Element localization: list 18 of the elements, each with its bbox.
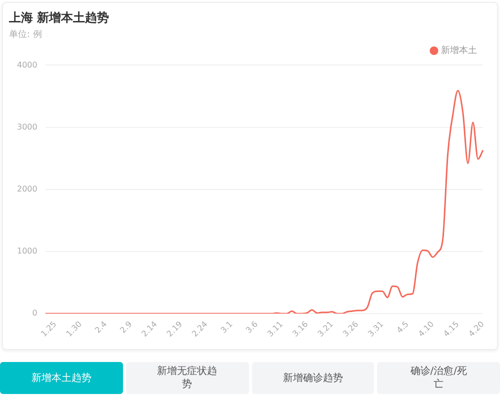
x-tick-label: 3.1 — [219, 320, 234, 335]
line-series — [44, 90, 484, 314]
text: 确诊/治愈/死亡 — [409, 365, 468, 391]
x-tick-label: 4.5 — [395, 320, 410, 335]
x-tick-label: 2.9 — [118, 320, 134, 335]
text: 新增确诊趋势 — [282, 372, 343, 384]
y-tick-label: 3000 — [17, 122, 38, 132]
y-tick-label: 2000 — [17, 184, 38, 194]
y-tick-label: 1000 — [17, 246, 38, 256]
y-tick-label: 0 — [32, 308, 38, 318]
chart-subtitle: 单位: 例 — [9, 29, 42, 40]
text: 新增无症状趋势 — [156, 365, 218, 391]
text: 新增本土趋势 — [31, 372, 92, 384]
x-tick-label: 2.4 — [93, 320, 109, 335]
legend-label: 新增本土 — [441, 45, 477, 56]
y-tick-label: 4000 — [17, 60, 38, 70]
x-tick-label: 3.6 — [244, 320, 260, 335]
chart-title: 上海 新增本土趋势 — [8, 10, 110, 24]
